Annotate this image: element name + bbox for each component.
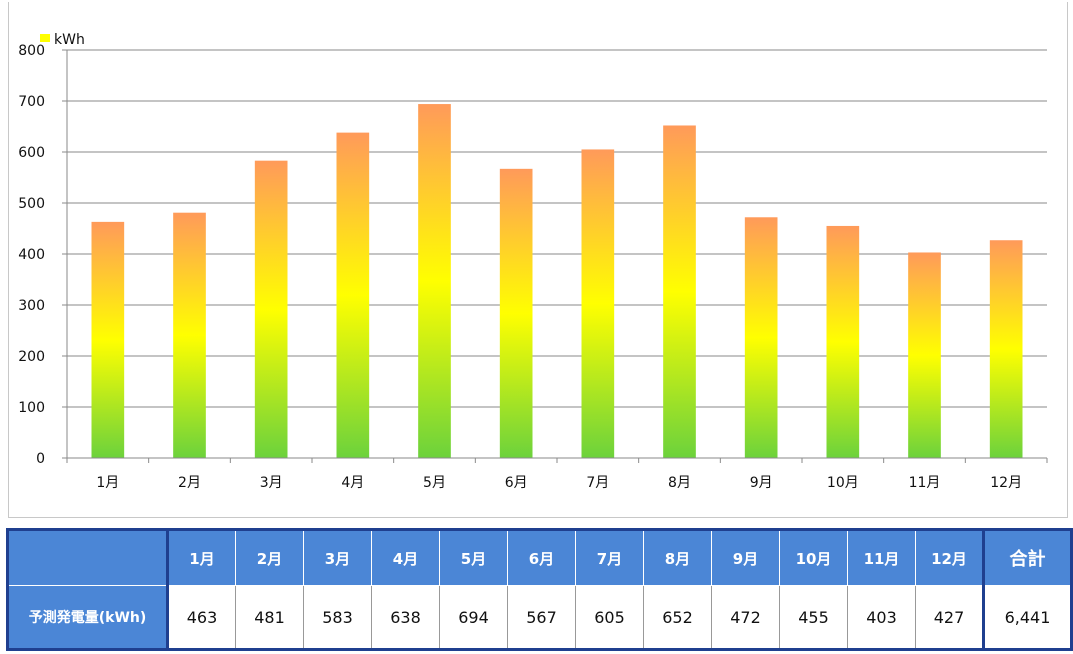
bar — [744, 217, 778, 458]
x-tick-label: 5月 — [423, 475, 446, 491]
x-tick-label: 3月 — [260, 475, 283, 491]
total-value-cell: 6,441 — [982, 585, 1072, 650]
x-tick-label: 10月 — [827, 475, 859, 491]
legend-swatch — [40, 34, 50, 42]
bar — [908, 252, 941, 458]
month-header: 8月 — [643, 529, 712, 586]
bars — [91, 104, 1023, 459]
month-header: 11月 — [847, 529, 916, 586]
y-tick-label: 0 — [36, 451, 45, 467]
month-header: 7月 — [575, 529, 644, 586]
month-header: 4月 — [371, 529, 440, 586]
month-value-cell: 455 — [779, 585, 848, 650]
x-tick-label: 2月 — [178, 475, 201, 491]
month-value-cell: 652 — [643, 585, 712, 650]
y-tick-label: 400 — [18, 247, 45, 263]
y-tick-label: 100 — [18, 400, 45, 416]
y-tick-label: 600 — [18, 145, 45, 161]
bar — [581, 149, 615, 458]
bar — [254, 160, 288, 459]
month-value-cell: 427 — [915, 585, 984, 650]
month-value-cell: 583 — [303, 585, 372, 650]
generation-table: 1月 2月 3月 4月 5月 6月 7月 8月 9月 10月 11月 12月 合計 予測発電量(kWh)… — [6, 528, 1073, 651]
month-header: 5月 — [439, 529, 508, 586]
bar — [499, 168, 533, 458]
legend-label: kWh — [54, 32, 85, 48]
x-tick-label: 7月 — [586, 475, 609, 491]
month-header: 1月 — [167, 529, 236, 586]
bar — [173, 212, 206, 458]
table-header-row: 1月 2月 3月 4月 5月 6月 7月 8月 9月 10月 11月 12月 合計 — [7, 529, 1072, 586]
month-value-cell: 638 — [371, 585, 440, 650]
x-tick-label: 4月 — [341, 475, 364, 491]
y-tick-label: 300 — [18, 298, 45, 314]
table-corner-cell — [7, 529, 169, 586]
month-value-cell: 694 — [439, 585, 508, 650]
table-row: 予測発電量(kWh) 463 481 583 638 694 567 605 652 472 45… — [7, 585, 1072, 650]
month-value-cell: 403 — [847, 585, 916, 650]
chart-frame: 0 100 200 300 400 500 600 700 800 1月 2月 3月 4月 5月 6月 7月… — [8, 2, 1068, 518]
x-tick-label: 11月 — [909, 475, 941, 491]
month-header: 12月 — [915, 529, 984, 586]
bar — [418, 104, 451, 458]
gridlines — [62, 49, 1047, 459]
bar — [91, 221, 125, 458]
x-tick-label: 6月 — [505, 475, 528, 491]
bar-chart: 0 100 200 300 400 500 600 700 800 1月 2月 3月 4月 5月 6月 7月… — [18, 32, 1048, 491]
x-axis: 1月 2月 3月 4月 5月 6月 7月 8月 9月 10月 11月 12月 — [66, 457, 1048, 491]
y-tick-label: 200 — [18, 349, 45, 365]
x-tick-label: 9月 — [750, 475, 773, 491]
month-value-cell: 463 — [167, 585, 236, 650]
month-header: 2月 — [235, 529, 304, 586]
bar — [336, 132, 370, 458]
month-header: 6月 — [507, 529, 576, 586]
month-value-cell: 567 — [507, 585, 576, 650]
y-axis-ticks: 0 100 200 300 400 500 600 700 800 — [18, 43, 45, 467]
legend: kWh — [40, 32, 85, 48]
y-tick-label: 700 — [18, 94, 45, 110]
bar — [989, 240, 1023, 458]
month-header: 3月 — [303, 529, 372, 586]
month-header: 10月 — [779, 529, 848, 586]
x-tick-label: 8月 — [668, 475, 691, 491]
x-tick-label: 12月 — [990, 475, 1022, 491]
month-header: 9月 — [711, 529, 780, 586]
y-tick-label: 800 — [18, 43, 45, 59]
bar — [663, 125, 696, 458]
month-value-cell: 605 — [575, 585, 644, 650]
row-label: 予測発電量(kWh) — [7, 585, 169, 650]
y-tick-label: 500 — [18, 196, 45, 212]
month-value-cell: 481 — [235, 585, 304, 650]
x-tick-label: 1月 — [96, 475, 119, 491]
month-value-cell: 472 — [711, 585, 780, 650]
total-header: 合計 — [982, 529, 1072, 586]
bar — [826, 225, 860, 458]
